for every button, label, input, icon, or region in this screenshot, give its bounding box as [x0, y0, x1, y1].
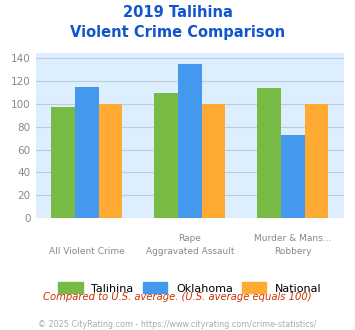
- Text: Robbery: Robbery: [274, 248, 312, 256]
- Text: Violent Crime Comparison: Violent Crime Comparison: [70, 25, 285, 40]
- Bar: [178, 64, 202, 218]
- Text: Murder & Mans...: Murder & Mans...: [254, 234, 332, 243]
- Bar: [99, 104, 122, 218]
- Text: 2019 Talihina: 2019 Talihina: [122, 5, 233, 20]
- Legend: Talihina, Oklahoma, National: Talihina, Oklahoma, National: [54, 278, 326, 298]
- Text: Aggravated Assault: Aggravated Assault: [146, 248, 234, 256]
- Text: © 2025 CityRating.com - https://www.cityrating.com/crime-statistics/: © 2025 CityRating.com - https://www.city…: [38, 320, 317, 329]
- Text: All Violent Crime: All Violent Crime: [49, 248, 125, 256]
- Bar: [154, 93, 178, 218]
- Bar: [202, 104, 225, 218]
- Bar: [257, 88, 281, 218]
- Bar: [75, 87, 99, 218]
- Text: Rape: Rape: [179, 234, 201, 243]
- Bar: [305, 104, 328, 218]
- Bar: [281, 135, 305, 218]
- Bar: [51, 108, 75, 218]
- Text: Compared to U.S. average. (U.S. average equals 100): Compared to U.S. average. (U.S. average …: [43, 292, 312, 302]
